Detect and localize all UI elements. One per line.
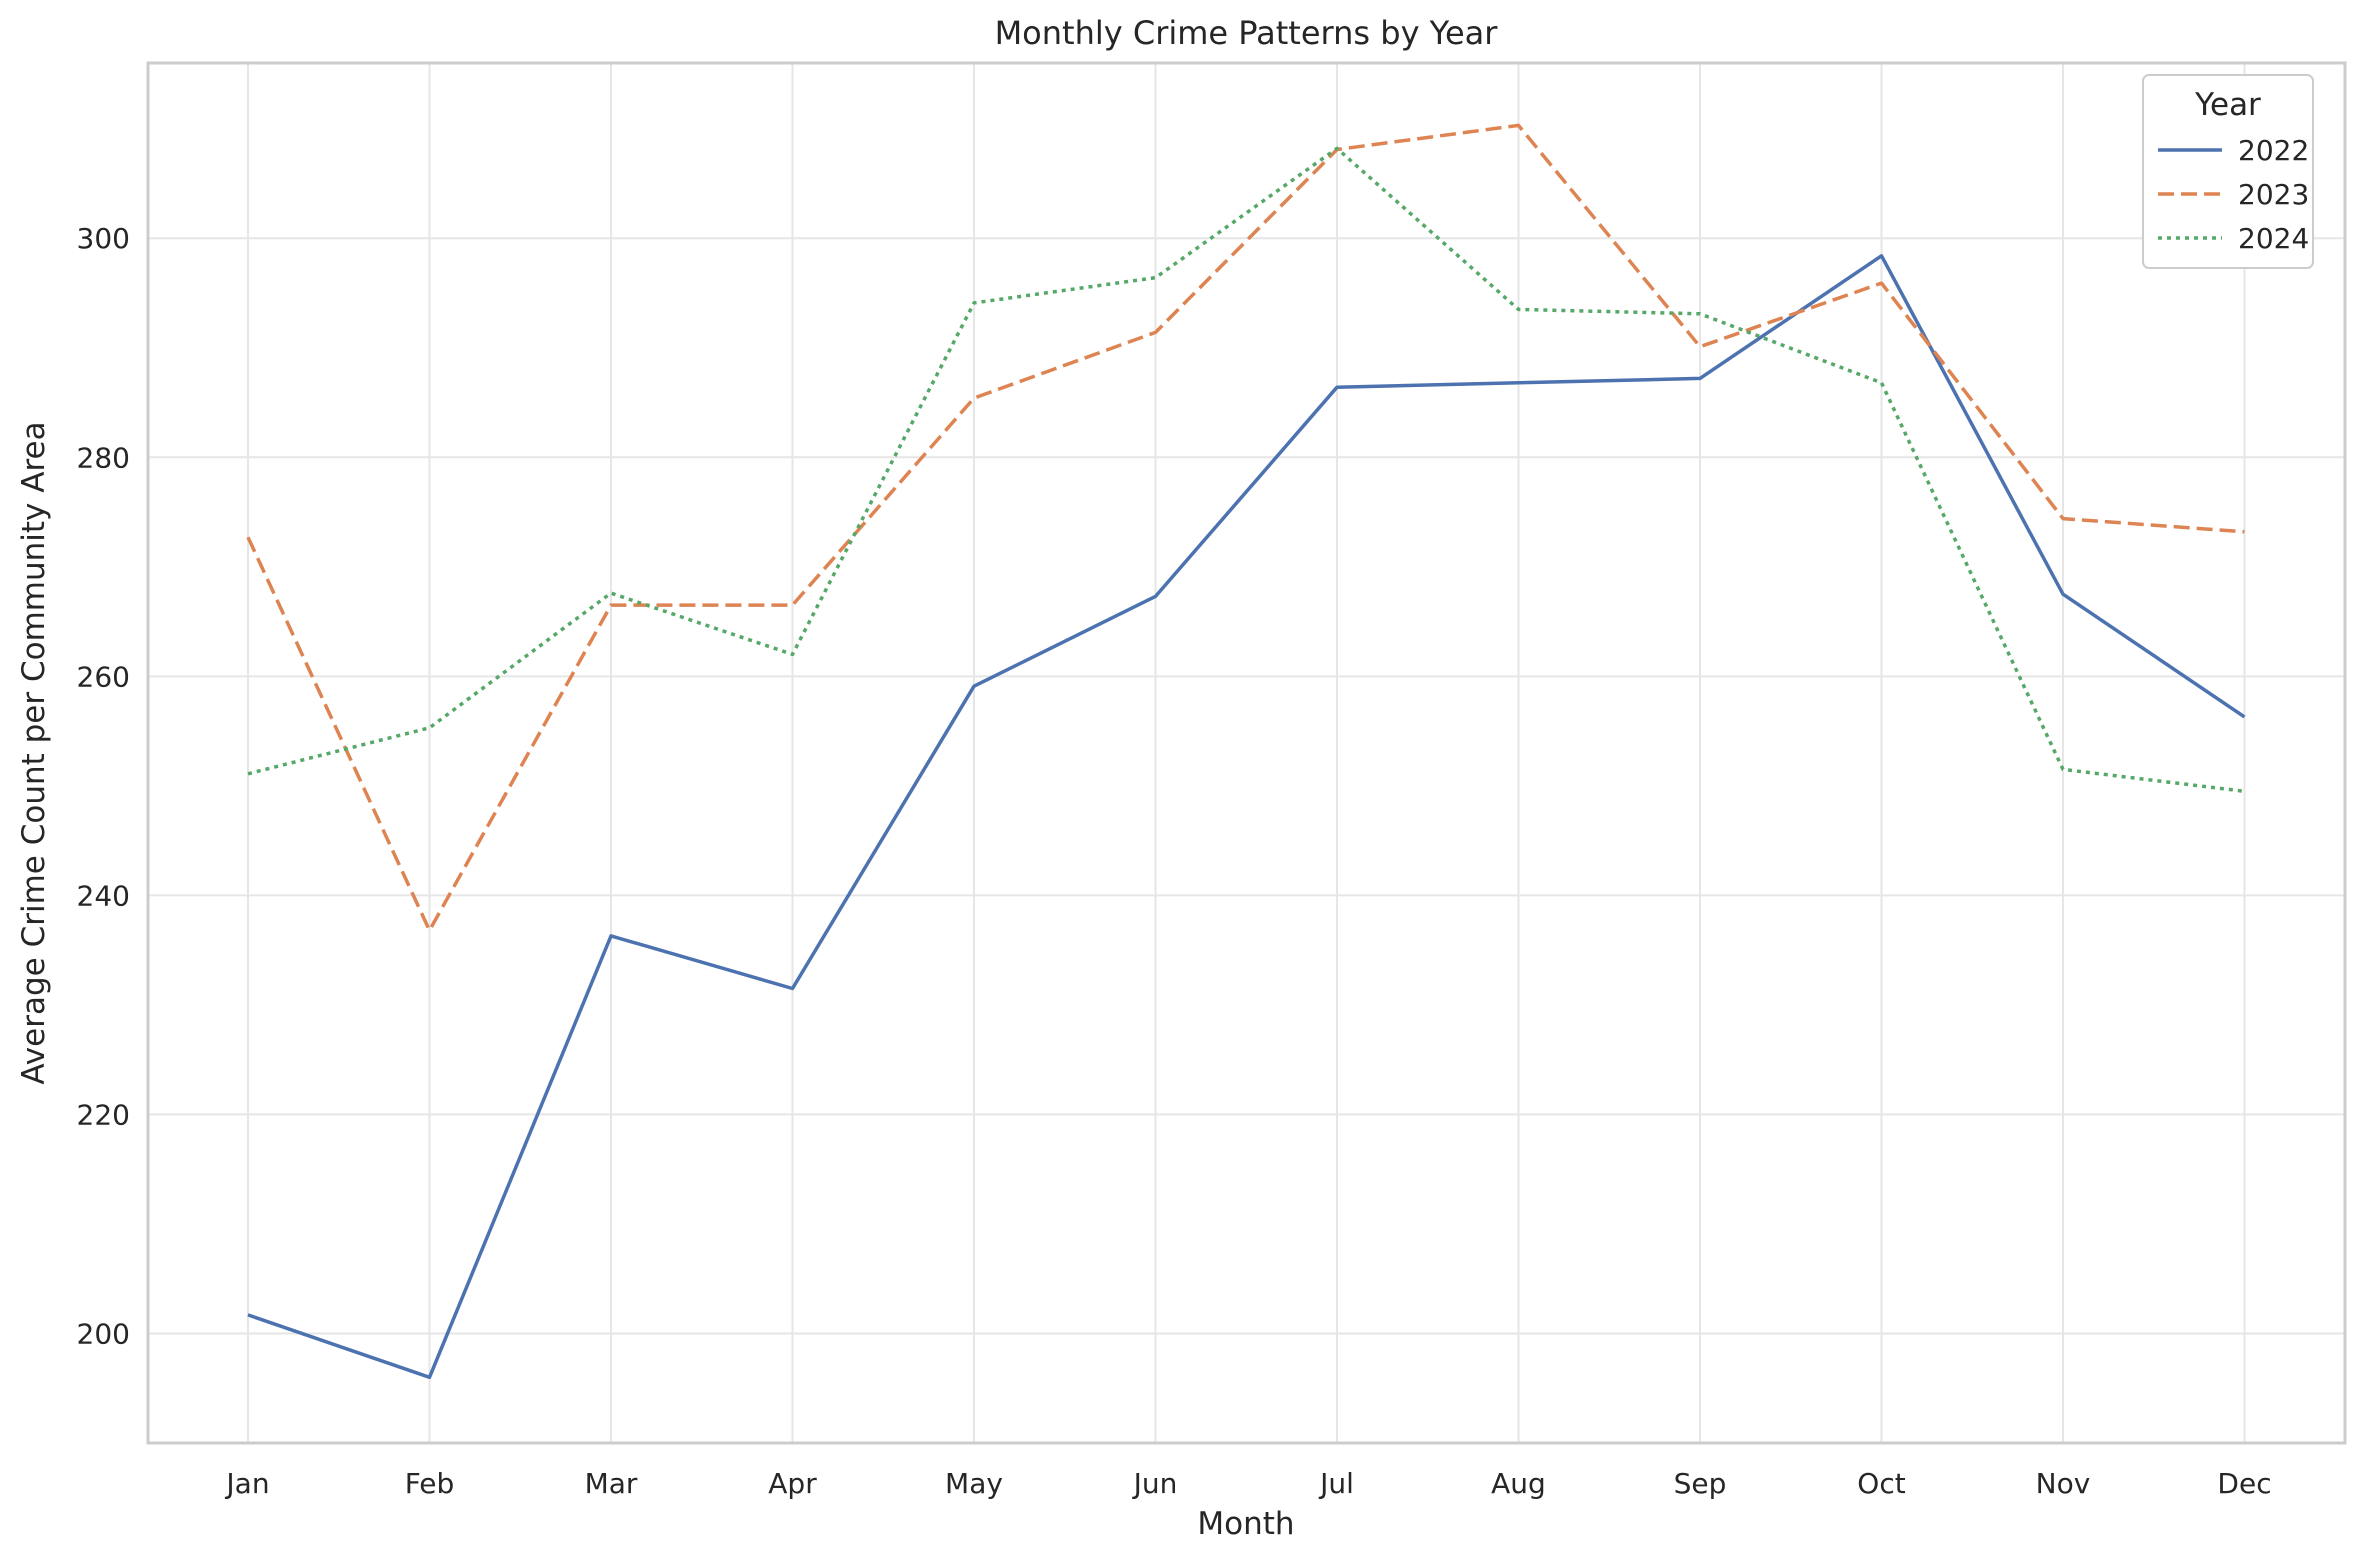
x-tick-label: Aug bbox=[1491, 1467, 1546, 1500]
y-tick-label: 280 bbox=[77, 441, 130, 474]
legend-items: 2022 2023 2024 bbox=[2158, 134, 2309, 255]
series-lines bbox=[246, 123, 2246, 1380]
legend-title: Year bbox=[2194, 87, 2261, 123]
x-tick-label: Sep bbox=[1674, 1467, 1727, 1500]
y-tick-label: 220 bbox=[77, 1098, 130, 1131]
grid-lines bbox=[148, 63, 2345, 1443]
legend-label-2022: 2022 bbox=[2238, 134, 2309, 167]
x-tick-label: Nov bbox=[2036, 1467, 2091, 1500]
x-tick-label: Apr bbox=[768, 1467, 817, 1500]
x-tick-label: Oct bbox=[1857, 1467, 1905, 1500]
x-tick-label: Jan bbox=[224, 1467, 269, 1500]
y-tick-label: 260 bbox=[77, 660, 130, 693]
x-tick-label: Jul bbox=[1318, 1467, 1354, 1500]
legend-label-2024: 2024 bbox=[2238, 222, 2309, 255]
series-line-2022 bbox=[247, 254, 2246, 1380]
x-tick-label: May bbox=[945, 1467, 1003, 1500]
x-tick-label: Jun bbox=[1132, 1467, 1178, 1500]
plot-area-frame bbox=[146, 61, 2347, 1445]
y-axis-label: Average Crime Count per Community Area bbox=[16, 421, 52, 1084]
y-axis-ticks: 200 220 240 260 280 300 bbox=[77, 222, 130, 1350]
legend-box bbox=[2142, 74, 2314, 269]
x-axis-label: Month bbox=[1197, 1506, 1294, 1542]
y-tick-label: 300 bbox=[77, 222, 130, 255]
x-tick-label: Dec bbox=[2217, 1467, 2271, 1500]
x-tick-label: Mar bbox=[585, 1467, 638, 1500]
x-axis-ticks: Jan Feb Mar Apr May Jun Jul Aug Sep Oct Nov Dec bbox=[224, 1467, 2271, 1500]
series-line-2023 bbox=[246, 123, 2245, 933]
y-tick-label: 200 bbox=[77, 1317, 130, 1350]
chart-title: Monthly Crime Patterns by Year bbox=[995, 14, 1499, 52]
y-tick-label: 240 bbox=[77, 879, 130, 912]
legend-label-2023: 2023 bbox=[2238, 178, 2309, 211]
series-line-2024 bbox=[247, 146, 2245, 794]
legend: Year 2022 2023 2024 bbox=[2142, 74, 2314, 269]
x-tick-label: Feb bbox=[405, 1467, 455, 1500]
